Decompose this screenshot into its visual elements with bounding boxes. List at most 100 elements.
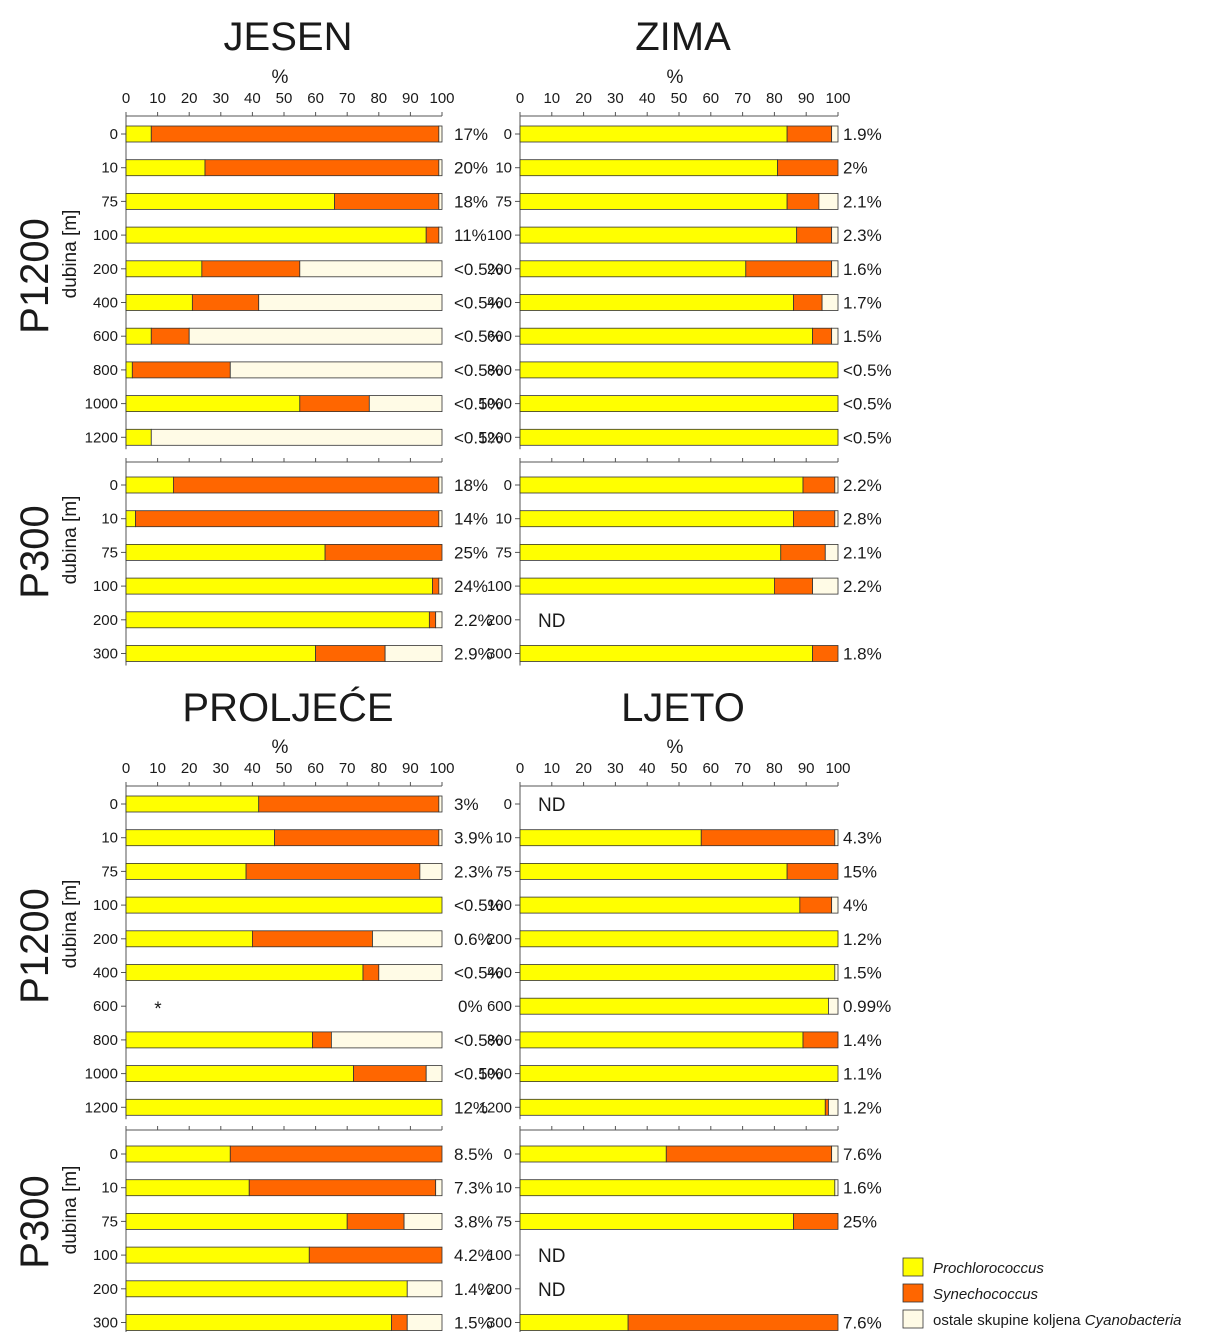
share-label: 1.1% bbox=[843, 1065, 882, 1084]
depth-label: 10 bbox=[495, 511, 512, 528]
bar-segment-prochlorococcus bbox=[519, 1213, 794, 1230]
x-tick-label: 10 bbox=[149, 90, 166, 107]
depth-label: 200 bbox=[93, 1281, 118, 1298]
bar-segment-prochlorococcus bbox=[519, 896, 801, 914]
y-axis-title: dubina [m] bbox=[60, 1166, 81, 1255]
depth-row-75: 75 2.3% bbox=[101, 862, 492, 881]
depth-label: 75 bbox=[101, 1213, 118, 1230]
bar-segment-prochlorococcus bbox=[125, 226, 427, 244]
bar-segment-prochlorococcus bbox=[519, 428, 839, 446]
depth-label: 1000 bbox=[85, 1066, 118, 1083]
x-tick-label: 40 bbox=[639, 90, 656, 107]
depth-label: 800 bbox=[93, 1032, 118, 1049]
bar-segment-synechococcus bbox=[172, 476, 440, 494]
depth-label: 100 bbox=[487, 897, 512, 914]
share-label: 4.3% bbox=[843, 829, 882, 848]
share-label: 1.5% bbox=[843, 327, 882, 346]
share-label: 12% bbox=[454, 1098, 488, 1117]
bar-segment-prochlorococcus bbox=[519, 395, 839, 413]
depth-label: 200 bbox=[93, 612, 118, 629]
x-tick-label: 100 bbox=[825, 760, 850, 777]
depth-row-0: 0 1.9% bbox=[504, 125, 882, 144]
share-label: 18% bbox=[454, 192, 488, 211]
bar-segment-ostale bbox=[834, 476, 839, 494]
depth-label: 300 bbox=[93, 646, 118, 663]
bar-segment-synechococcus bbox=[135, 510, 440, 528]
legend-swatch bbox=[902, 1283, 924, 1303]
depth-row-100: 100 24% bbox=[93, 577, 488, 596]
depth-row-200: 200 2.2% bbox=[93, 611, 493, 630]
x-tick-label: 30 bbox=[212, 90, 229, 107]
depth-row-800: 800 <0.5% bbox=[93, 361, 503, 380]
x-tick-label: 30 bbox=[607, 760, 624, 777]
depth-row-200: 200 ND bbox=[487, 1280, 565, 1301]
share-label: 1.2% bbox=[843, 930, 882, 949]
legend-swatch bbox=[902, 1257, 924, 1277]
station-block-p300: 0 2.2% 10 2.8% 75 2.1% 100 2.2% 200 ND 300 1.8% bbox=[487, 458, 882, 666]
depth-row-100: 100 2.3% bbox=[487, 226, 882, 245]
depth-label: 600 bbox=[93, 998, 118, 1015]
depth-row-800: 800 1.4% bbox=[487, 1031, 882, 1050]
depth-row-400: 400 1.5% bbox=[487, 964, 882, 983]
x-tick-label: 40 bbox=[639, 760, 656, 777]
depth-row-1000: 1000 <0.5% bbox=[85, 1065, 503, 1084]
depth-label: 100 bbox=[93, 1247, 118, 1264]
depth-label: 400 bbox=[487, 295, 512, 312]
bar-segment-ostale bbox=[229, 361, 443, 379]
bar-segment-synechococcus bbox=[796, 226, 833, 244]
share-label: 4.2% bbox=[454, 1246, 493, 1265]
bar-segment-ostale bbox=[438, 159, 443, 177]
depth-row-10: 10 4.3% bbox=[495, 829, 881, 848]
bar-segment-ostale bbox=[828, 1098, 839, 1116]
bar-segment-prochlorococcus bbox=[519, 361, 839, 379]
depth-label: 100 bbox=[487, 578, 512, 595]
share-label: 2.8% bbox=[843, 510, 882, 529]
share-label: <0.5% bbox=[454, 260, 503, 279]
depth-label: 1000 bbox=[479, 396, 512, 413]
depth-label: 400 bbox=[487, 965, 512, 982]
bar-segment-prochlorococcus bbox=[519, 226, 798, 244]
depth-row-75: 75 2.1% bbox=[495, 543, 881, 562]
depth-label: 0 bbox=[110, 796, 118, 813]
depth-label: 75 bbox=[101, 544, 118, 561]
bar-segment-synechococcus bbox=[780, 544, 826, 561]
depth-label: 600 bbox=[487, 328, 512, 345]
bar-segment-prochlorococcus bbox=[125, 1031, 313, 1049]
bar-segment-ostale bbox=[438, 510, 443, 528]
bar-segment-synechococcus bbox=[793, 1213, 839, 1230]
bar-segment-prochlorococcus bbox=[519, 192, 788, 210]
depth-label: 0 bbox=[504, 796, 512, 813]
station-label: P300 bbox=[13, 505, 57, 598]
depth-label: 200 bbox=[487, 261, 512, 278]
share-label: 2.2% bbox=[454, 611, 493, 630]
bar-segment-synechococcus bbox=[201, 260, 301, 278]
bar-segment-synechococcus bbox=[425, 226, 440, 244]
depth-row-0: 0 7.6% bbox=[504, 1145, 882, 1164]
season-title: LJETO bbox=[621, 686, 745, 730]
x-tick-label: 10 bbox=[543, 760, 560, 777]
bar-segment-ostale bbox=[438, 476, 443, 494]
bar-segment-ostale bbox=[834, 1179, 839, 1197]
x-tick-label: 70 bbox=[339, 90, 356, 107]
bar-segment-ostale bbox=[438, 577, 443, 595]
depth-label: 0 bbox=[504, 477, 512, 494]
station-block-p300: 0 18% 10 14% 75 25% 100 24% 200 2.2% 300 2.9% P300 du… bbox=[13, 458, 493, 666]
bar-segment-ostale bbox=[435, 611, 443, 629]
share-label: 1.6% bbox=[843, 260, 882, 279]
bar-segment-prochlorococcus bbox=[519, 327, 813, 345]
bar-segment-prochlorococcus bbox=[125, 125, 152, 143]
station-block-p300: 0 7.6% 10 1.6% 75 25% 100 ND 200 ND 300 7.6% bbox=[487, 1126, 882, 1332]
bar-segment-prochlorococcus bbox=[125, 1179, 250, 1197]
share-label: 1.4% bbox=[843, 1031, 882, 1050]
depth-row-10: 10 2% bbox=[495, 159, 867, 178]
depth-row-300: 300 2.9% bbox=[93, 645, 493, 664]
depth-row-400: 400 1.7% bbox=[487, 294, 882, 313]
share-label: <0.5% bbox=[843, 428, 892, 447]
bar-segment-synechococcus bbox=[150, 125, 440, 143]
bar-segment-prochlorococcus bbox=[519, 645, 813, 662]
depth-row-100: 100 11% bbox=[93, 226, 487, 245]
legend-label: Prochlorococcus bbox=[933, 1260, 1044, 1277]
season-panel-proljeće: PROLJEĆE%0 10 20 30 40 50 60 70 80 90 1000 3%10 3.9%… bbox=[13, 685, 503, 1332]
bar-segment-prochlorococcus bbox=[519, 125, 788, 143]
share-label: 2.1% bbox=[843, 543, 882, 562]
